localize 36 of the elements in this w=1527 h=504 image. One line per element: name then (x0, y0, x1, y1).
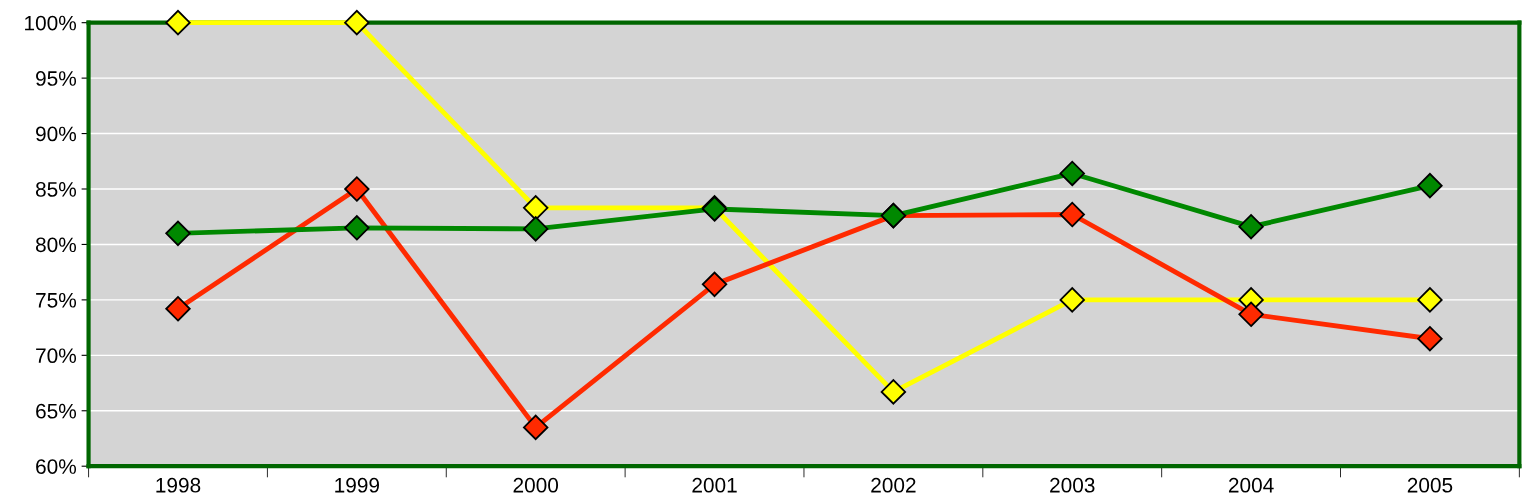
y-tick-label: 60% (36, 459, 77, 474)
x-tick-label: 2000 (513, 477, 559, 493)
y-tick-label: 90% (36, 126, 77, 142)
point (165, 296, 191, 322)
point (1417, 287, 1443, 313)
point (344, 215, 370, 241)
y-tick-label: 65% (36, 403, 77, 419)
x-tick-label: 1999 (335, 477, 380, 493)
point (1059, 160, 1085, 187)
y-tick-label: 100% (25, 15, 77, 31)
y-tick-label: 95% (36, 71, 77, 86)
x-tick-label: 2001 (692, 477, 737, 493)
point (701, 271, 728, 298)
point (1417, 172, 1443, 199)
y-tick-label: 80% (35, 237, 77, 253)
x-tick-label: 2005 (1407, 477, 1453, 493)
point (1059, 201, 1085, 228)
y-tick-label: 75% (36, 292, 77, 308)
point (1059, 287, 1085, 313)
point (165, 220, 191, 247)
point (880, 379, 907, 405)
point (1238, 301, 1264, 327)
y-tick-label: 70% (36, 348, 77, 364)
y-tick-label: 85% (35, 182, 77, 197)
point (523, 216, 549, 242)
point (344, 176, 370, 202)
point (1417, 325, 1443, 352)
x-tick-label: 2002 (871, 477, 916, 493)
point (523, 195, 549, 221)
point (523, 414, 549, 441)
point (1238, 214, 1264, 240)
x-tick-label: 2004 (1228, 477, 1274, 493)
point (344, 9, 370, 36)
x-tick-label: 2003 (1050, 477, 1095, 493)
x-tick-label: 1998 (156, 477, 201, 493)
point (165, 9, 191, 36)
